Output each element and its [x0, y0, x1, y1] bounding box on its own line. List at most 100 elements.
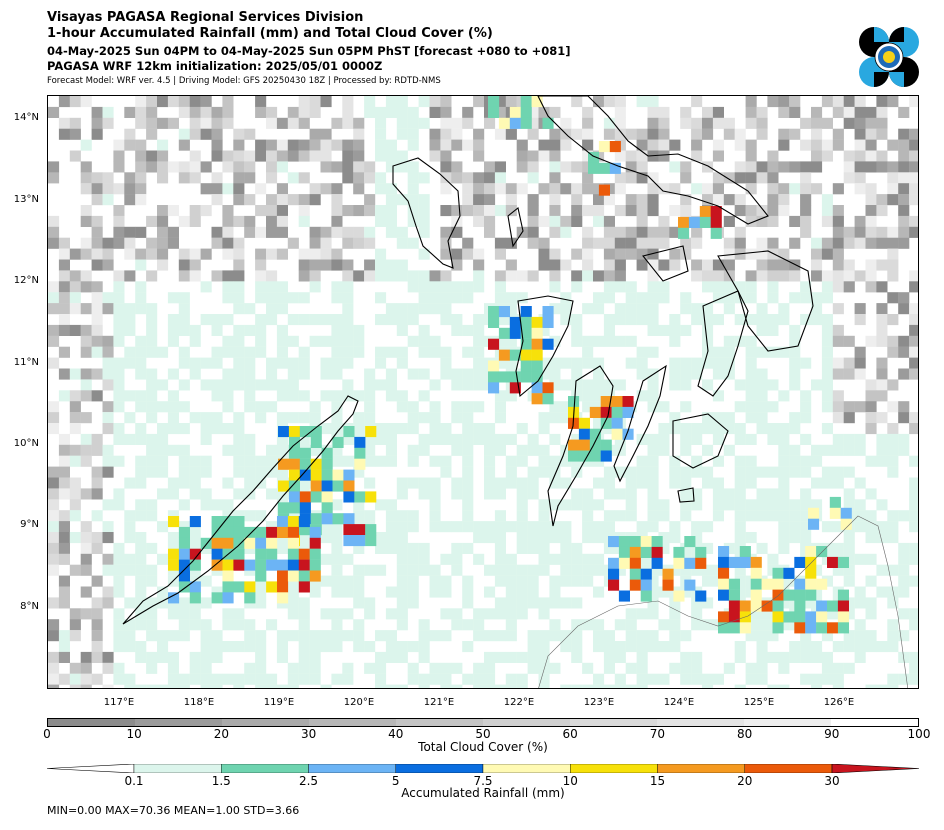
map-cell — [767, 205, 779, 217]
rainfall-colorbar — [47, 764, 919, 773]
map-cell — [320, 521, 332, 533]
map-cell — [80, 542, 92, 554]
rain-cell — [699, 216, 711, 228]
map-cell — [734, 499, 746, 511]
rain-cell — [509, 349, 521, 361]
map-cell — [135, 172, 147, 184]
map-cell — [146, 390, 158, 402]
map-cell — [734, 651, 746, 663]
map-cell — [658, 237, 670, 249]
map-cell — [723, 499, 735, 511]
map-cell — [189, 357, 201, 369]
map-cell — [909, 619, 918, 631]
map-cell — [909, 608, 918, 620]
map-cell — [669, 412, 681, 424]
map-cell — [898, 444, 910, 456]
map-cell — [124, 303, 136, 315]
map-cell — [723, 346, 735, 358]
map-cell — [603, 128, 615, 140]
map-cell — [876, 205, 888, 217]
map-cell — [756, 488, 768, 500]
map-cell — [505, 553, 517, 565]
map-cell — [385, 542, 397, 554]
map-cell — [680, 488, 692, 500]
map-cell — [647, 128, 659, 140]
rain-cell — [178, 526, 190, 538]
samar-coastline — [717, 250, 814, 352]
rain-cell — [808, 518, 820, 530]
map-cell — [658, 444, 670, 456]
map-cell — [418, 673, 430, 685]
map-cell — [375, 183, 387, 195]
map-cell — [157, 455, 169, 467]
rainfall-swatch — [482, 764, 571, 773]
map-cell — [102, 172, 114, 184]
map-cell — [712, 499, 724, 511]
map-cell — [146, 303, 158, 315]
map-cell — [876, 324, 888, 336]
map-cell — [91, 488, 103, 500]
map-cell — [69, 128, 81, 140]
map-cell — [778, 128, 790, 140]
map-cell — [276, 215, 288, 227]
map-cell — [625, 194, 637, 206]
rain-cell — [178, 570, 190, 582]
map-cell — [233, 248, 245, 260]
map-cell — [407, 270, 419, 282]
map-cell — [276, 346, 288, 358]
map-cell — [527, 150, 539, 162]
map-cell — [331, 553, 343, 565]
rain-cell — [520, 371, 532, 383]
map-cell — [146, 510, 158, 522]
map-cell — [898, 553, 910, 565]
map-cell — [898, 673, 910, 685]
map-cell — [146, 215, 158, 227]
map-cell — [603, 194, 615, 206]
map-cell — [189, 412, 201, 424]
map-cell — [135, 194, 147, 206]
map-cell — [767, 172, 779, 184]
map-cell — [396, 608, 408, 620]
map-cell — [298, 597, 310, 609]
map-cell — [473, 259, 485, 271]
map-cell — [789, 161, 801, 173]
map-cell — [756, 662, 768, 674]
map-cell — [396, 542, 408, 554]
map-cell — [178, 172, 190, 184]
map-cell — [233, 619, 245, 631]
map-cell — [767, 510, 779, 522]
map-cell — [494, 172, 506, 184]
map-cell — [603, 651, 615, 663]
map-cell — [233, 423, 245, 435]
map-cell — [560, 259, 572, 271]
map-cell — [440, 553, 452, 565]
map-cell — [462, 455, 474, 467]
map-cell — [167, 662, 179, 674]
map-cell — [407, 423, 419, 435]
rain-cell — [542, 338, 554, 350]
rain-cell — [718, 567, 730, 579]
map-cell — [135, 281, 147, 293]
map-cell — [898, 205, 910, 217]
cloud-cover-swatch — [657, 719, 744, 726]
map-cell — [375, 630, 387, 642]
map-cell — [91, 117, 103, 129]
map-cell — [69, 510, 81, 522]
map-cell — [178, 139, 190, 151]
rain-cell — [189, 581, 201, 593]
map-cell — [887, 259, 899, 271]
map-cell — [69, 619, 81, 631]
map-cell — [429, 292, 441, 304]
map-cell — [342, 662, 354, 674]
map-cell — [582, 205, 594, 217]
map-cell — [614, 651, 626, 663]
map-cell — [865, 281, 877, 293]
map-cell — [865, 412, 877, 424]
map-cell — [80, 553, 92, 565]
map-cell — [582, 357, 594, 369]
map-cell — [636, 128, 648, 140]
map-cell — [516, 455, 528, 467]
map-cell — [484, 455, 496, 467]
map-cell — [680, 117, 692, 129]
rain-cell — [168, 516, 180, 528]
